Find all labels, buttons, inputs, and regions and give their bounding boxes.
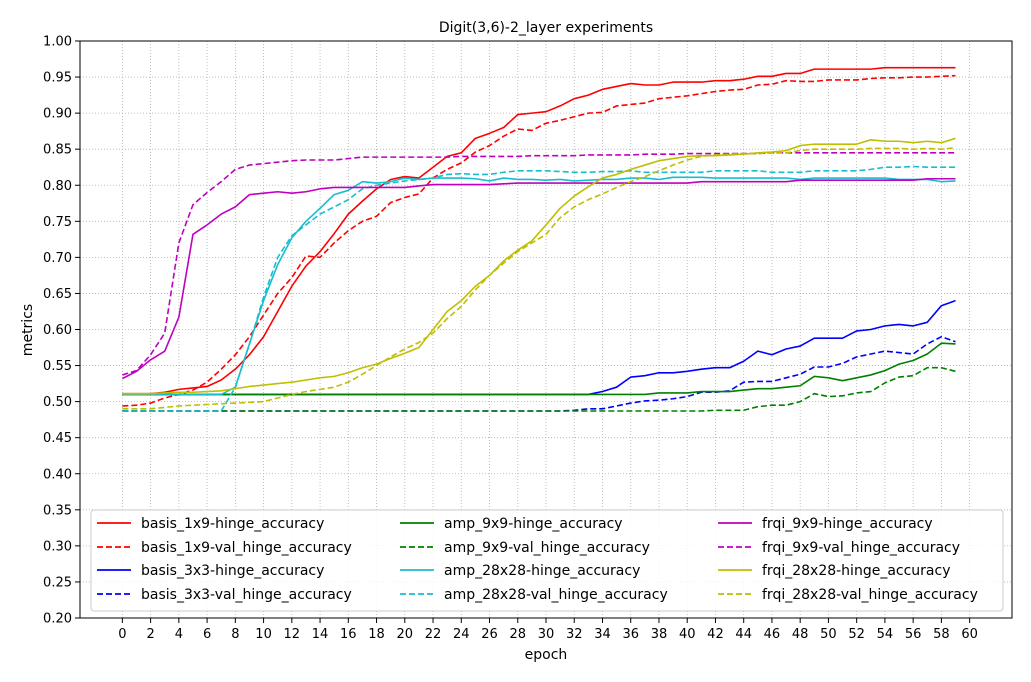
x-tick-label: 18 — [368, 627, 385, 642]
x-tick-label: 32 — [566, 627, 583, 642]
series-line-frqi_28x28-val_hinge_accuracy — [122, 146, 956, 410]
legend-label: basis_3x3-hinge_accuracy — [141, 563, 324, 579]
x-tick-label: 28 — [509, 627, 526, 642]
x-tick-label: 60 — [961, 627, 978, 642]
y-tick-label: 0.30 — [43, 539, 72, 554]
series-line-basis_1x9-hinge_accuracy — [122, 66, 956, 395]
y-tick-label: 0.80 — [43, 179, 72, 194]
legend-label: basis_1x9-val_hinge_accuracy — [141, 540, 352, 556]
x-tick-label: 42 — [707, 627, 724, 642]
legend-label: frqi_28x28-val_hinge_accuracy — [762, 587, 978, 603]
x-tick-label: 20 — [397, 627, 414, 642]
y-tick-label: 0.75 — [43, 215, 72, 230]
legend-label: amp_28x28-val_hinge_accuracy — [444, 587, 668, 603]
legend: basis_1x9-hinge_accuracy basis_1x9-val_hi… — [90, 509, 1004, 612]
chart-title: Digit(3,6)-2_layer experiments — [439, 20, 653, 36]
x-tick-label: 24 — [453, 627, 470, 642]
x-tick-label: 10 — [255, 627, 272, 642]
x-tick-label: 36 — [622, 627, 639, 642]
y-tick-label: 1.00 — [43, 35, 72, 50]
y-tick-label: 0.35 — [43, 503, 72, 518]
y-tick-label: 0.50 — [43, 395, 72, 410]
x-tick-label: 16 — [340, 627, 357, 642]
x-tick-label: 46 — [764, 627, 781, 642]
y-tick-label: 0.85 — [43, 143, 72, 158]
x-tick-label: 48 — [792, 627, 809, 642]
x-axis-label: epoch — [525, 647, 568, 663]
series-lines — [121, 66, 956, 412]
x-tick-label: 54 — [877, 627, 894, 642]
legend-label: basis_3x3-val_hinge_accuracy — [141, 587, 352, 603]
y-tick-label: 0.90 — [43, 107, 72, 122]
series-line-amp_28x28-hinge_accuracy — [122, 176, 956, 396]
y-tick-label: 0.55 — [43, 359, 72, 374]
legend-label: frqi_9x9-val_hinge_accuracy — [762, 540, 960, 556]
series-line-frqi_9x9-hinge_accuracy — [121, 177, 956, 380]
legend-label: basis_1x9-hinge_accuracy — [141, 516, 324, 532]
x-tick-label: 44 — [735, 627, 752, 642]
y-tick-label: 0.65 — [43, 287, 72, 302]
x-tick-label: 34 — [594, 627, 611, 642]
series-line-frqi_28x28-hinge_accuracy — [122, 137, 956, 395]
x-tick-label: 56 — [905, 627, 922, 642]
series-line-basis_1x9-val_hinge_accuracy — [122, 74, 956, 407]
x-tick-label: 50 — [820, 627, 837, 642]
x-tick-label: 4 — [175, 627, 183, 642]
x-tick-label: 30 — [538, 627, 555, 642]
x-tick-label: 22 — [425, 627, 442, 642]
x-axis-ticks: 0 2 4 6 8 10 12 14 16 18 20 22 24 26 28 30 32 34 36 38 40 42 4… — [118, 618, 978, 642]
y-tick-label: 0.95 — [43, 71, 72, 86]
series-line-amp_9x9-val_hinge_accuracy — [122, 366, 956, 412]
x-tick-label: 26 — [481, 627, 498, 642]
series-line-amp_9x9-hinge_accuracy — [122, 342, 956, 396]
legend-label: frqi_28x28-hinge_accuracy — [762, 563, 950, 579]
x-tick-label: 12 — [284, 627, 301, 642]
legend-box — [90, 509, 1004, 612]
series-line-frqi_9x9-val_hinge_accuracy — [122, 151, 956, 376]
y-tick-label: 0.25 — [43, 575, 72, 590]
x-tick-label: 0 — [118, 627, 126, 642]
y-tick-label: 0.40 — [43, 467, 72, 482]
x-tick-label: 52 — [848, 627, 865, 642]
x-tick-label: 2 — [146, 627, 154, 642]
series-line-amp_28x28-val_hinge_accuracy — [122, 165, 956, 412]
y-tick-label: 0.45 — [43, 431, 72, 446]
legend-label: amp_9x9-hinge_accuracy — [444, 516, 623, 532]
y-axis-label: metrics — [20, 304, 36, 356]
x-tick-label: 58 — [933, 627, 950, 642]
legend-label: amp_28x28-hinge_accuracy — [444, 563, 640, 579]
x-tick-label: 8 — [231, 627, 239, 642]
x-tick-label: 40 — [679, 627, 696, 642]
legend-label: amp_9x9-val_hinge_accuracy — [444, 540, 650, 556]
legend-label: frqi_9x9-hinge_accuracy — [762, 516, 933, 532]
x-tick-label: 14 — [312, 627, 329, 642]
x-tick-label: 6 — [203, 627, 211, 642]
x-tick-label: 38 — [651, 627, 668, 642]
y-tick-label: 0.60 — [43, 323, 72, 338]
y-tick-label: 0.20 — [43, 612, 72, 627]
y-axis-ticks: 0.20 0.25 0.30 0.35 0.40 0.45 0.50 0.55 0.60 0.65… — [43, 35, 80, 627]
y-tick-label: 0.70 — [43, 251, 72, 266]
